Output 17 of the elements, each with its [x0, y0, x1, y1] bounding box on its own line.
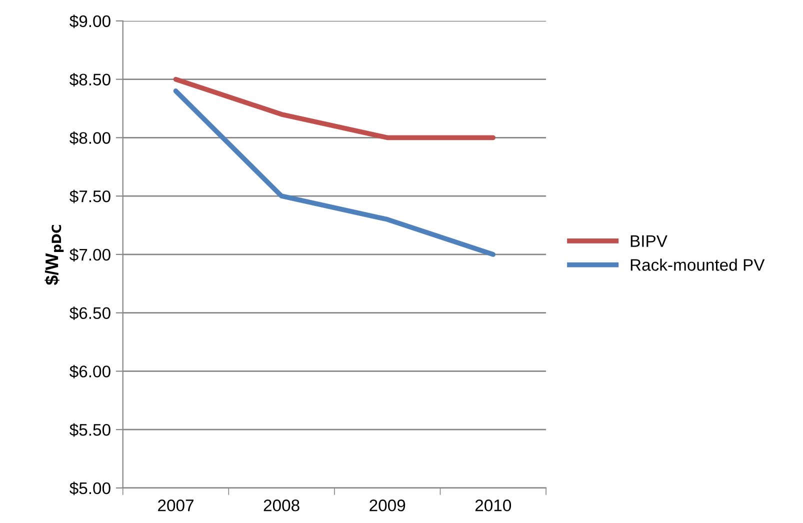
legend-label: Rack-mounted PV [630, 258, 765, 271]
y-tick-label: $9.00 [70, 14, 110, 28]
legend-label: BIPV [630, 235, 668, 247]
y-tick-label: $6.50 [70, 306, 110, 320]
y-tick-label: $6.00 [70, 364, 110, 378]
x-tick-label: 2009 [370, 500, 406, 512]
x-tick-label: 2010 [475, 500, 512, 512]
y-tick-label: $7.50 [70, 190, 110, 204]
y-tick-label: $5.50 [70, 423, 110, 437]
y-tick-label: $8.00 [70, 131, 110, 145]
y-tick-label: $7.00 [70, 248, 110, 262]
y-tick-label: $5.00 [70, 482, 110, 496]
y-tick-label: $8.50 [70, 73, 110, 86]
y-axis-title: $/W$_{pDC}$ [44, 225, 64, 286]
x-tick-label: 2008 [264, 500, 300, 512]
line-series [173, 88, 496, 257]
x-tick-label: 2007 [158, 500, 194, 512]
